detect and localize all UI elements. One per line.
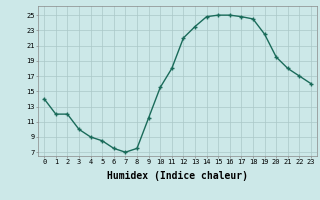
X-axis label: Humidex (Indice chaleur): Humidex (Indice chaleur) <box>107 171 248 181</box>
